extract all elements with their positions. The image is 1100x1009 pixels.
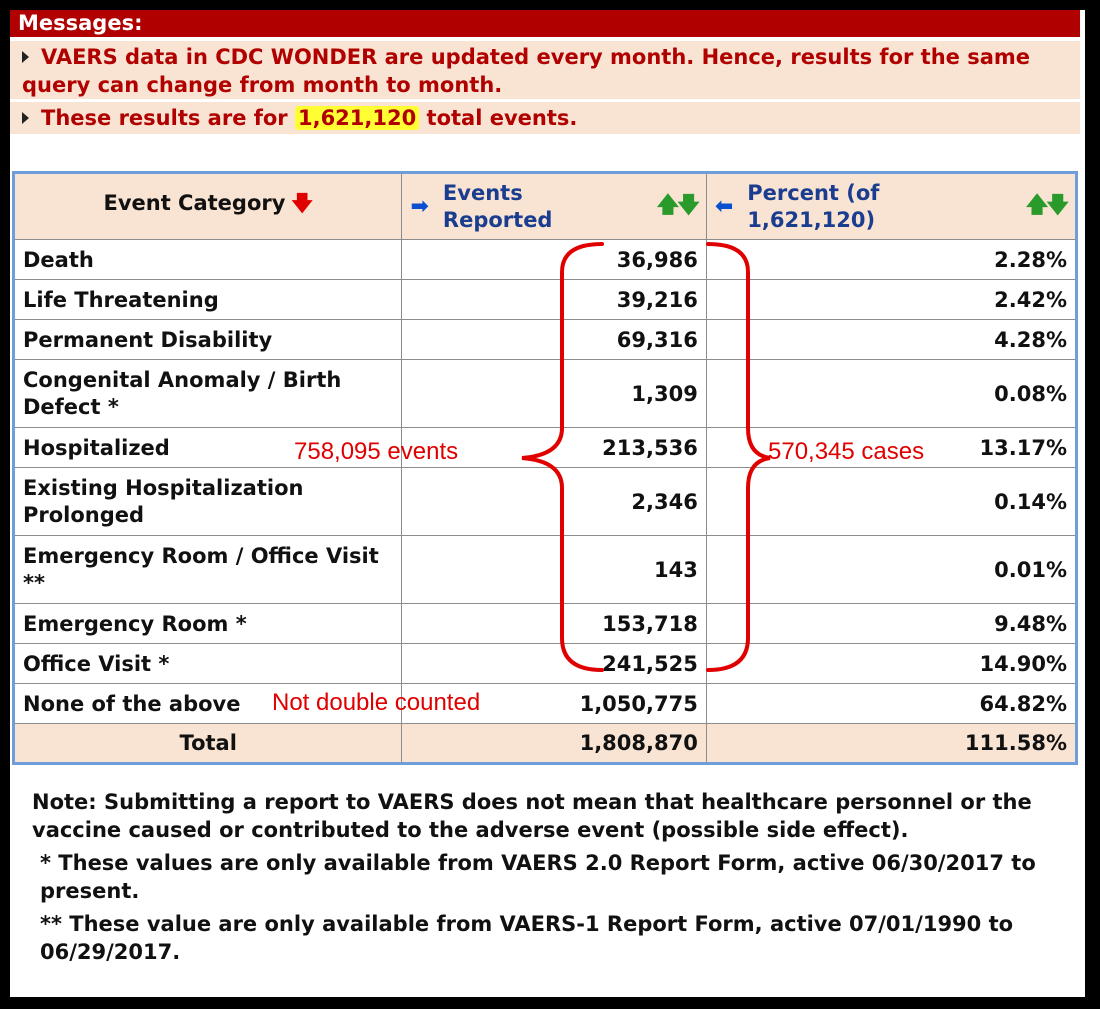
right-brace-shape <box>706 242 771 672</box>
table-row: Existing Hospitalization Prolonged 2,346… <box>12 467 1078 536</box>
table-row: Congenital Anomaly / Birth Defect * 1,30… <box>12 359 1078 428</box>
header-events-label: Events Reported <box>442 180 553 232</box>
bullet-triangle-icon <box>22 112 29 124</box>
row-events: 1,050,775 <box>401 683 707 724</box>
total-events-highlight: 1,621,120 <box>294 106 420 130</box>
message-update-notice: VAERS data in CDC WONDER are updated eve… <box>10 41 1080 99</box>
bullet-triangle-icon <box>22 51 29 63</box>
total-label: Total <box>12 723 403 764</box>
row-events: 153,718 <box>401 603 707 644</box>
row-category: Death <box>12 239 403 280</box>
row-category: Life Threatening <box>12 279 403 320</box>
row-percent: 0.08% <box>705 359 1078 428</box>
messages-header: Messages: <box>10 10 1080 37</box>
row-percent: 4.28% <box>705 319 1078 360</box>
message-total-prefix: These results are for <box>41 106 288 130</box>
header-event-category-label: Event Category <box>103 191 286 215</box>
row-percent: 13.17% <box>705 427 1078 468</box>
header-percent-label: Percent (of 1,621,120) <box>747 180 880 232</box>
header-event-category[interactable]: Event Category 🡇 <box>12 172 403 240</box>
row-category: Emergency Room * <box>12 603 403 644</box>
row-category: Existing Hospitalization Prolonged <box>12 467 403 536</box>
row-category: Office Visit * <box>12 643 403 684</box>
message-update-text: VAERS data in CDC WONDER are updated eve… <box>22 45 1030 97</box>
table-row: Emergency Room / Office Visit ** 143 0.0… <box>12 535 1078 604</box>
row-percent: 9.48% <box>705 603 1078 644</box>
sort-descending-icon[interactable]: 🡇 <box>291 191 314 215</box>
header-percent[interactable]: ⬅ Percent (of 1,621,120) 🡅🡇 <box>705 172 1078 240</box>
row-percent: 0.14% <box>705 467 1078 536</box>
table-row: None of the above 1,050,775 64.82% <box>12 683 1078 724</box>
sort-toggle-icon[interactable]: 🡅🡇 <box>1025 192 1069 218</box>
table-row: Permanent Disability 69,316 4.28% <box>12 319 1078 360</box>
row-events: 1,309 <box>401 359 707 428</box>
message-total-suffix: total events. <box>426 106 578 130</box>
footnotes: Note: Submitting a report to VAERS does … <box>32 788 1072 971</box>
header-events-reported[interactable]: ➡ Events Reported 🡅🡇 <box>401 172 707 240</box>
footnote-vaers1: ** These value are only available from V… <box>40 912 1014 964</box>
annotation-not-double-counted: Not double counted <box>272 689 481 716</box>
row-events: 241,525 <box>401 643 707 684</box>
vaers-results-table: Event Category 🡇 ➡ Events Reported 🡅🡇 <box>12 171 1078 765</box>
table-row: Death 36,986 2.28% <box>12 239 1078 280</box>
row-category: Permanent Disability <box>12 319 403 360</box>
row-category: None of the above <box>12 683 403 724</box>
screenshot-frame: Messages: VAERS data in CDC WONDER are u… <box>10 10 1085 997</box>
row-category: Congenital Anomaly / Birth Defect * <box>12 359 403 428</box>
table-total-row: Total 1,808,870 111.58% <box>12 723 1078 764</box>
left-brace-shape <box>521 242 604 672</box>
message-total-events: These results are for 1,621,120 total ev… <box>10 102 1080 134</box>
row-category: Emergency Room / Office Visit ** <box>12 535 403 604</box>
row-category: Hospitalized <box>12 427 403 468</box>
arrow-left-icon: ⬅ <box>714 194 734 219</box>
table-header-row: Event Category 🡇 ➡ Events Reported 🡅🡇 <box>12 172 1078 240</box>
arrow-right-icon: ➡ <box>410 194 429 219</box>
row-percent: 0.01% <box>705 535 1078 604</box>
table-row: Hospitalized 213,536 13.17% <box>12 427 1078 468</box>
note-text: Note: Submitting a report to VAERS does … <box>32 790 1032 842</box>
row-events: 143 <box>401 535 707 604</box>
total-percent: 111.58% <box>705 723 1078 764</box>
annotation-events: 758,095 events <box>294 438 459 465</box>
sort-toggle-icon[interactable]: 🡅🡇 <box>656 192 700 218</box>
table-row: Life Threatening 39,216 2.42% <box>12 279 1078 320</box>
annotation-braces <box>521 242 771 672</box>
row-percent: 2.42% <box>705 279 1078 320</box>
table-row: Emergency Room * 153,718 9.48% <box>12 603 1078 644</box>
total-events: 1,808,870 <box>401 723 707 764</box>
annotation-cases: 570,345 cases <box>768 438 925 465</box>
footnote-vaers2: * These values are only available from V… <box>40 851 1036 903</box>
